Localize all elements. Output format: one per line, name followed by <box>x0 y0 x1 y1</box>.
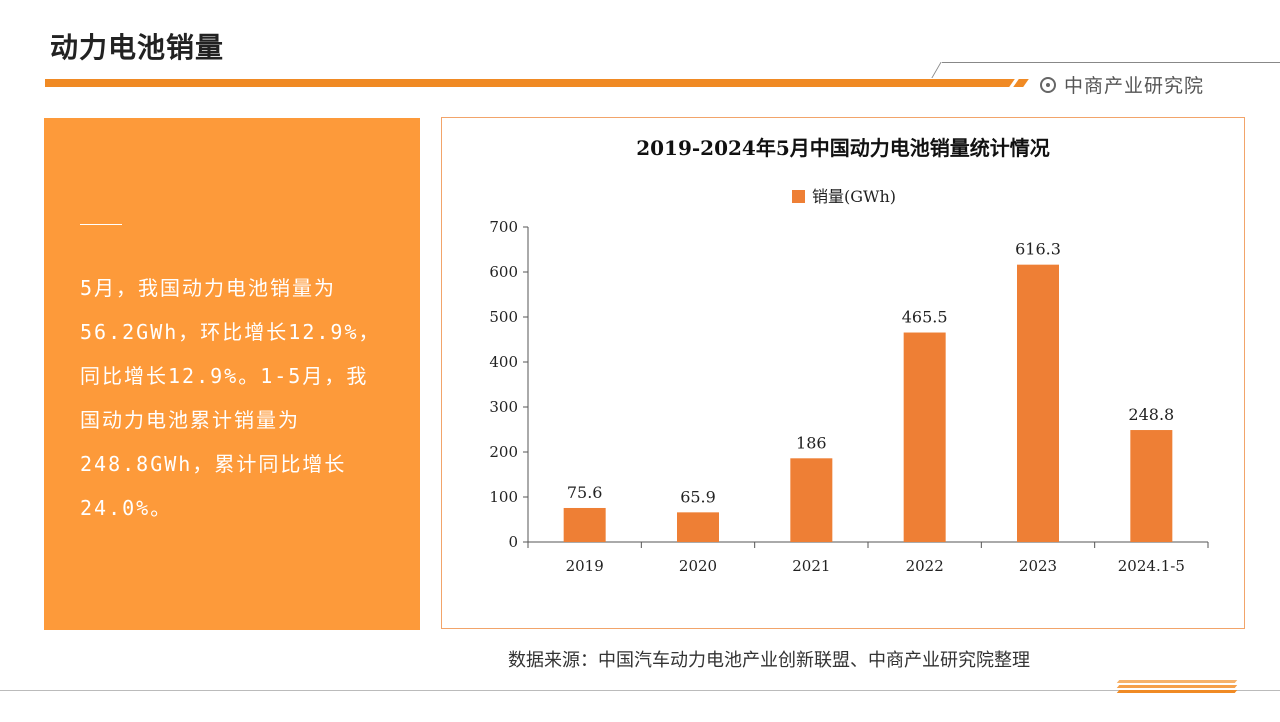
brand: 中商产业研究院 <box>1040 71 1204 98</box>
y-tick-label: 700 <box>489 218 518 236</box>
bar <box>903 332 946 542</box>
brand-name: 中商产业研究院 <box>1064 75 1205 97</box>
y-tick-label: 600 <box>489 263 518 281</box>
chart-legend: 销量(GWh) <box>792 187 896 206</box>
header-rule <box>942 62 1280 63</box>
footer-rule <box>0 690 1280 691</box>
x-tick-label: 2020 <box>679 557 717 575</box>
chart-bars: 75.6 65.9 186 465.5 616.3 248.8 <box>563 240 1174 542</box>
chart-axes: 0 100 200 300 400 500 600 700 2019 2020 2021 2022 20… <box>489 218 1209 575</box>
x-tick-label: 2024.1-5 <box>1118 557 1185 575</box>
y-tick-label: 100 <box>489 488 518 506</box>
summary-panel: 5月，我国动力电池销量为56.2GWh，环比增长12.9%，同比增长12.9%。… <box>44 118 420 630</box>
data-label: 248.8 <box>1128 405 1174 424</box>
x-tick-label: 2022 <box>906 557 944 575</box>
data-label: 75.6 <box>567 483 603 502</box>
page-title: 动力电池销量 <box>50 31 225 64</box>
y-tick-label: 500 <box>489 308 518 326</box>
bar <box>1130 430 1173 542</box>
data-label: 186 <box>796 433 827 452</box>
legend-swatch <box>792 190 805 203</box>
data-label: 465.5 <box>902 308 948 327</box>
y-tick-label: 300 <box>489 398 518 416</box>
summary-text: 5月，我国动力电池销量为56.2GWh，环比增长12.9%，同比增长12.9%。… <box>80 276 381 520</box>
bar <box>563 507 606 542</box>
data-source: 数据来源：中国汽车动力电池产业创新联盟、中商产业研究院整理 <box>508 650 1030 671</box>
x-tick-label: 2019 <box>566 557 604 575</box>
bar <box>677 512 719 542</box>
chart-container <box>441 117 1245 629</box>
data-label: 616.3 <box>1015 240 1061 259</box>
legend-label: 销量(GWh) <box>812 187 896 206</box>
summary-divider <box>80 224 122 225</box>
target-icon <box>1040 76 1056 93</box>
y-tick-label: 400 <box>489 353 518 371</box>
x-tick-label: 2023 <box>1019 557 1057 575</box>
header-accent-bar <box>45 79 1005 87</box>
bar <box>790 458 833 542</box>
y-tick-label: 200 <box>489 443 518 461</box>
chart-title: 2019-2024年5月中国动力电池销量统计情况 <box>636 136 1050 160</box>
y-tick-label: 0 <box>508 533 518 551</box>
bar <box>1017 264 1059 542</box>
x-tick-label: 2021 <box>792 557 830 575</box>
data-label: 65.9 <box>680 487 716 506</box>
